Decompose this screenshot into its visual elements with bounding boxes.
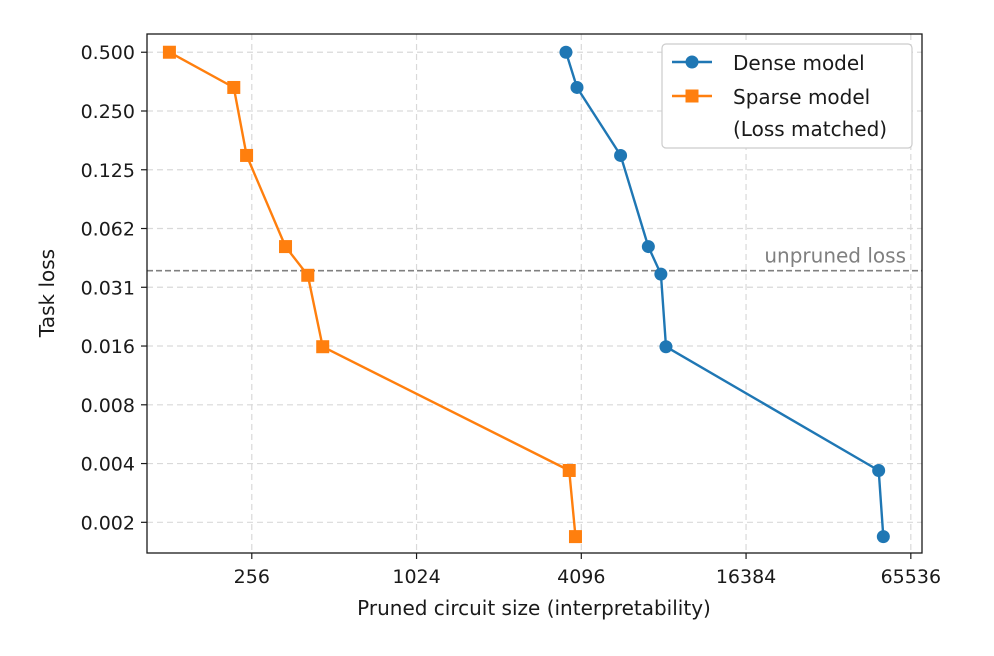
legend-label-dense: Dense model: [733, 51, 865, 75]
data-point-sparse-model: [568, 530, 582, 544]
data-point-dense-model: [570, 80, 584, 94]
plot-frame: [146, 33, 923, 554]
data-point-sparse-model: [227, 80, 241, 94]
legend-marker-dense: [685, 55, 699, 69]
legend: Dense model Sparse model (Loss matched): [661, 43, 913, 149]
legend-note: (Loss matched): [733, 117, 887, 141]
y-tick-label: 0.031: [81, 277, 135, 299]
data-point-dense-model: [641, 240, 655, 254]
legend-box: [661, 43, 913, 149]
y-tick-label: 0.500: [81, 42, 135, 64]
y-tick-label: 0.004: [81, 454, 135, 476]
series-group: [162, 45, 890, 544]
x-tick-label: 65536: [881, 566, 941, 588]
y-axis-ticks: 0.500 0.250 0.125 0.062 0.031 0.016 0.008 0.004…: [81, 42, 147, 534]
y-axis-label: Task loss: [35, 249, 59, 338]
data-point-dense-model: [559, 45, 573, 59]
series-line-dense-model: [564, 51, 885, 537]
legend-label-sparse: Sparse model: [733, 85, 870, 109]
data-point-sparse-model: [162, 45, 176, 59]
data-point-sparse-model: [301, 268, 315, 282]
data-point-dense-model: [659, 340, 673, 354]
data-point-sparse-model: [240, 148, 254, 162]
x-tick-label: 16384: [716, 566, 776, 588]
y-tick-label: 0.250: [81, 101, 135, 123]
y-tick-label: 0.125: [81, 160, 135, 182]
data-point-sparse-model: [279, 240, 293, 254]
data-point-sparse-model: [562, 463, 576, 477]
x-axis-ticks: 256 1024 4096 16384 65536: [234, 553, 941, 588]
data-point-dense-model: [654, 267, 668, 281]
y-tick-label: 0.016: [81, 336, 135, 358]
y-tick-label: 0.008: [81, 395, 135, 417]
x-tick-label: 1024: [392, 566, 440, 588]
unpruned-loss-label: unpruned loss: [764, 244, 906, 268]
series-line-sparse-model: [168, 51, 577, 537]
data-point-dense-model: [876, 530, 890, 544]
reference-line-group: unpruned loss: [147, 244, 922, 272]
y-tick-label: 0.062: [81, 219, 135, 241]
x-tick-label: 4096: [557, 566, 605, 588]
x-axis-label: Pruned circuit size (interpretability): [357, 596, 711, 620]
data-point-sparse-model: [316, 340, 330, 354]
y-tick-label: 0.002: [81, 512, 135, 534]
x-tick-label: 256: [234, 566, 270, 588]
series-sparse-model: [162, 45, 582, 544]
data-point-dense-model: [614, 148, 628, 162]
legend-marker-sparse: [685, 89, 699, 103]
data-point-dense-model: [872, 463, 886, 477]
series-dense-model: [559, 45, 890, 544]
